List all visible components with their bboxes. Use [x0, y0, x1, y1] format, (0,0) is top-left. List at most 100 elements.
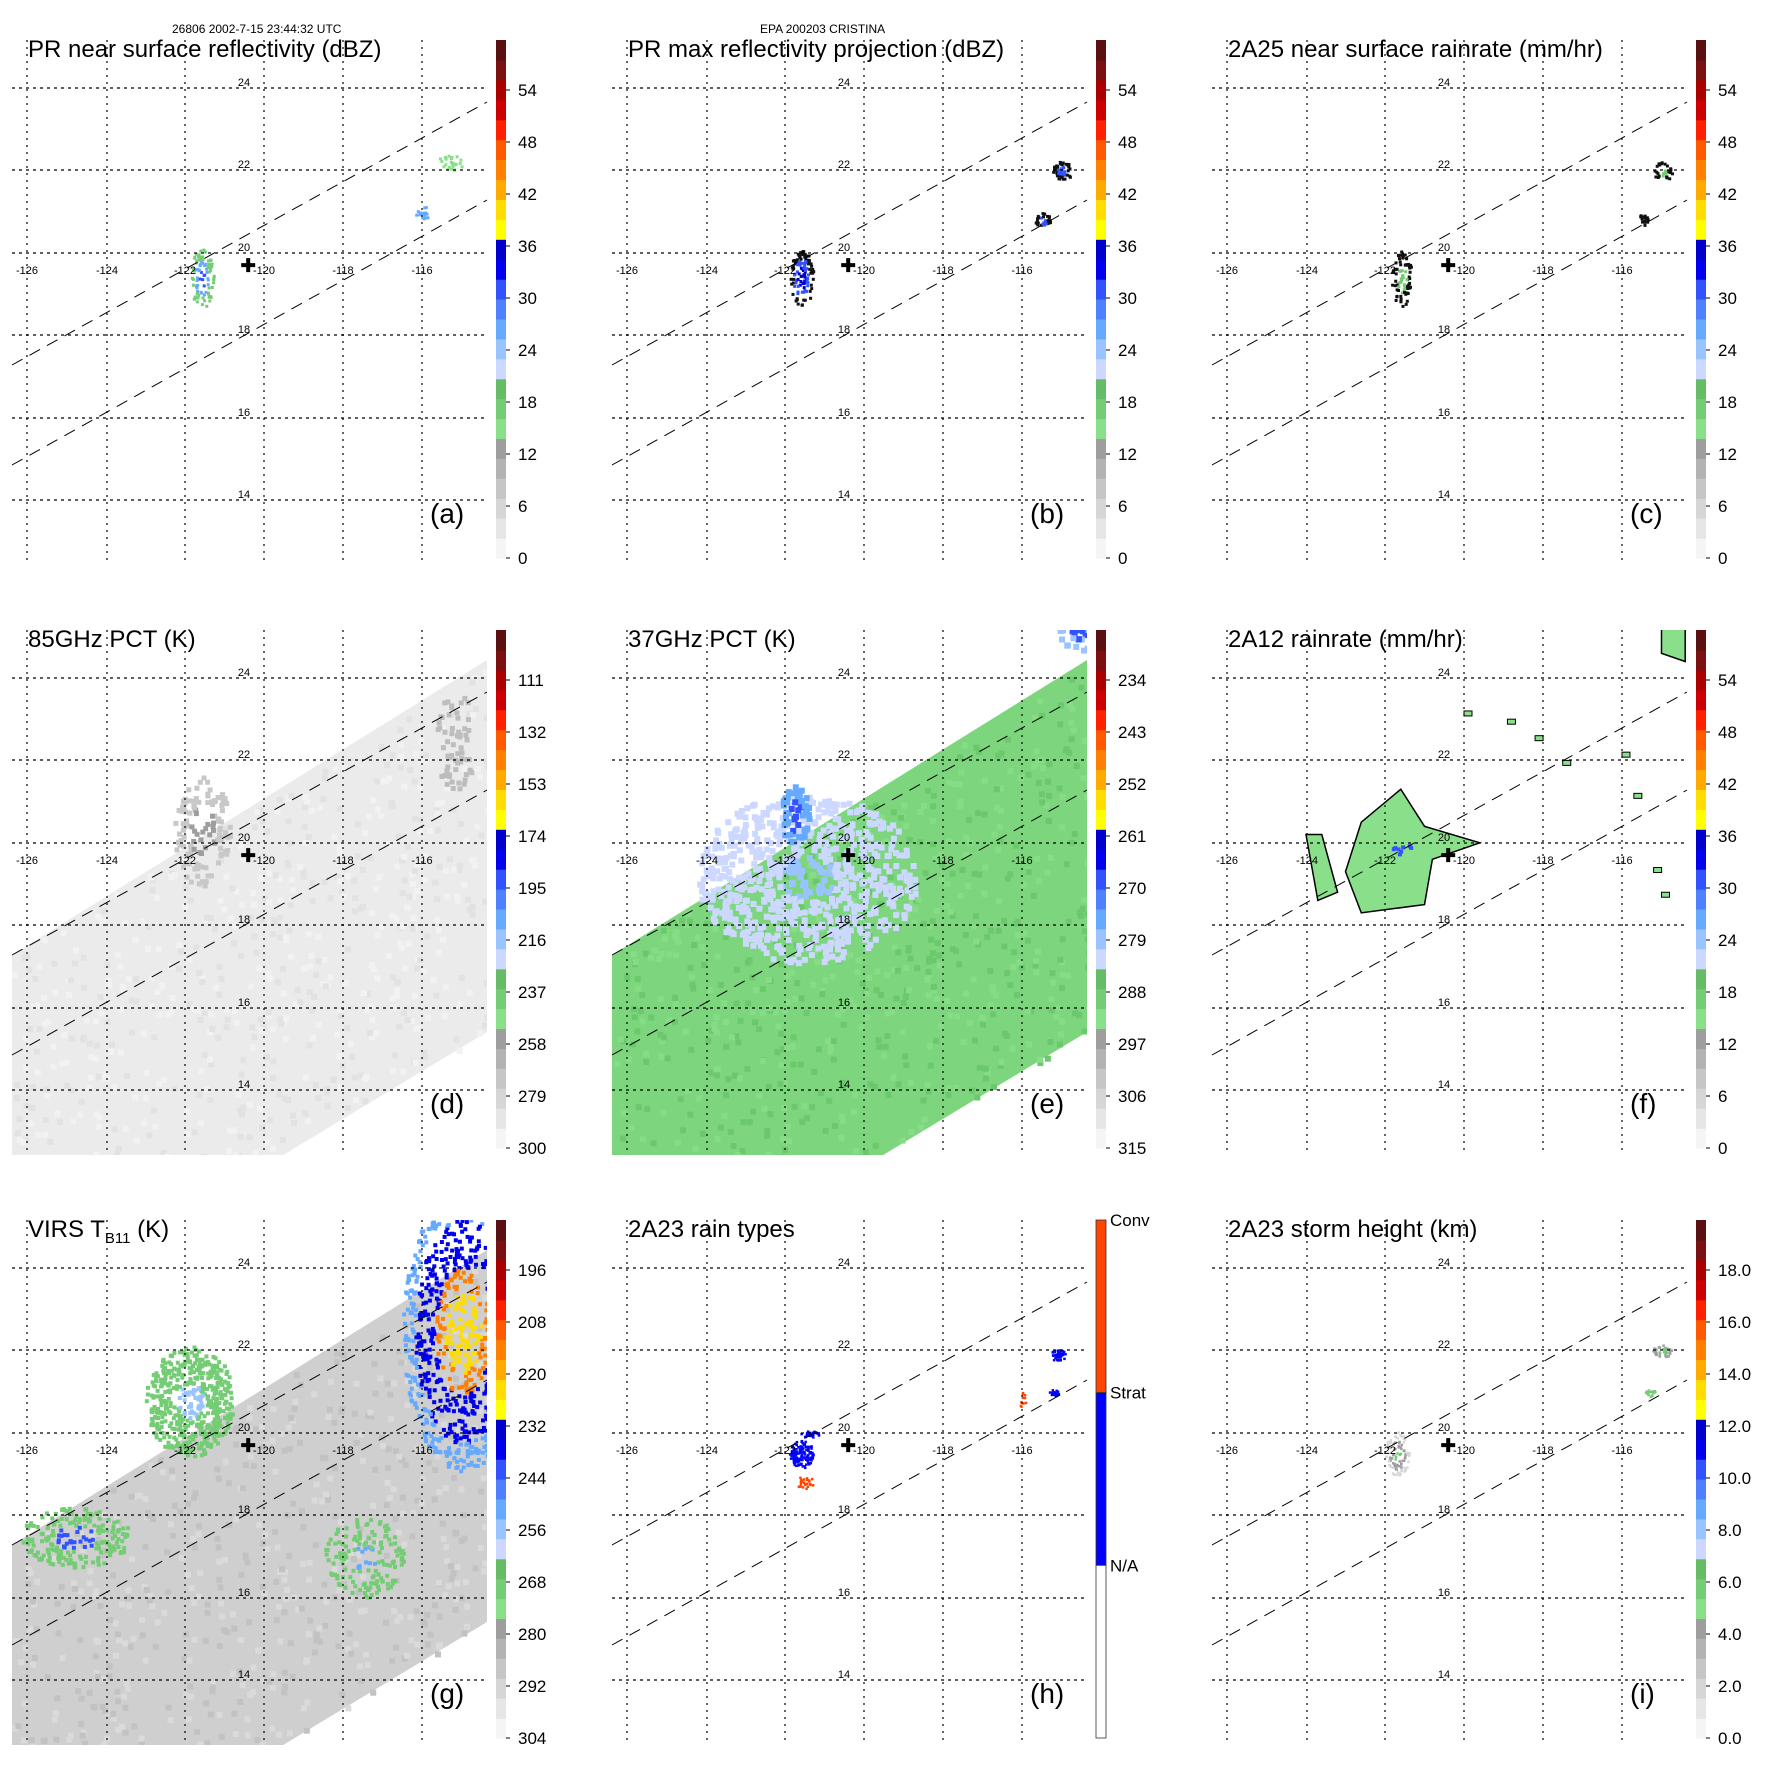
- swath-pixel: [191, 1600, 197, 1606]
- echo-pixel: [801, 291, 804, 294]
- rain-pixel: [1408, 267, 1411, 270]
- cloud-pixel: [515, 1385, 519, 1389]
- cloud-pixel: [409, 1289, 413, 1293]
- cloud-pixel: [492, 1331, 496, 1335]
- swath-pixel: [15, 1723, 21, 1729]
- swath-pixel: [780, 1159, 786, 1165]
- swath-pixel: [760, 1010, 766, 1016]
- colorbar-segment: [496, 929, 506, 950]
- cloud-pixel: [440, 1409, 444, 1413]
- swath-pixel: [1007, 982, 1013, 988]
- colorbar-tick-label: 48: [1718, 723, 1737, 742]
- swath-pixel: [441, 1536, 447, 1542]
- swath-pixel: [1076, 1012, 1082, 1018]
- cloud-pixel: [172, 1373, 176, 1377]
- swath-pixel: [723, 1092, 729, 1098]
- depressed-pixel: [812, 821, 818, 827]
- cloud-pixel: [471, 1327, 475, 1331]
- map-f: -126-124-122-120-118-1162422201816145448…: [1200, 620, 1771, 1200]
- swath-pixel: [98, 994, 104, 1000]
- swath-pixel: [115, 952, 121, 958]
- colorbar-tick-label: 24: [1118, 341, 1137, 360]
- panel-title-text: 37GHz PCT (K): [628, 626, 796, 653]
- cloud-pixel: [226, 1414, 230, 1418]
- cold-pixel: [454, 710, 459, 715]
- depressed-pixel: [815, 946, 821, 952]
- swath-pixel: [1064, 861, 1070, 867]
- cloud-pixel: [411, 1328, 415, 1332]
- swath-pixel: [216, 992, 222, 998]
- swath-pixel: [994, 805, 1000, 811]
- swath-pixel: [455, 899, 461, 905]
- cloud-pixel: [413, 1272, 417, 1276]
- swath-pixel: [35, 1069, 41, 1075]
- cloud-pixel: [153, 1384, 157, 1388]
- cloud-pixel: [448, 1427, 452, 1431]
- swath-pixel: [944, 903, 950, 909]
- cloud-pixel: [193, 1361, 197, 1365]
- swath-pixel: [185, 1501, 191, 1507]
- swath-pixel: [444, 893, 450, 899]
- cloud-pixel: [444, 1345, 448, 1349]
- cold-pixel: [441, 745, 446, 750]
- swath-pixel: [752, 1019, 758, 1025]
- cloud-pixel: [473, 1249, 477, 1253]
- swath-pixel: [811, 1158, 817, 1164]
- cloud-pixel: [178, 1396, 182, 1400]
- swath-pixel: [288, 1640, 294, 1646]
- colorbar-tick-label: 0: [1718, 1139, 1727, 1158]
- cloud-pixel: [472, 1394, 476, 1398]
- echo-pixel: [801, 253, 804, 256]
- swath-pixel: [317, 1626, 323, 1632]
- cloud-pixel: [409, 1310, 413, 1314]
- colorbar-tick-label: 300: [518, 1139, 546, 1158]
- colorbar-segment: [1096, 1029, 1106, 1050]
- cold-pixel: [451, 786, 456, 791]
- depressed-pixel: [855, 808, 861, 814]
- swath-pixel: [997, 824, 1003, 830]
- swath-pixel: [1033, 958, 1039, 964]
- depressed-pixel: [715, 828, 721, 834]
- swath-pixel: [110, 1711, 116, 1717]
- cloud-pixel: [438, 1323, 442, 1327]
- cloud-pixel: [145, 1399, 149, 1403]
- echo-pixel: [417, 210, 420, 213]
- colorbar-segment: [1096, 1108, 1106, 1129]
- swath-pixel: [931, 793, 937, 799]
- echo-pixel: [440, 160, 443, 163]
- swath-pixel: [216, 1577, 222, 1583]
- colorbar-segment: [1696, 518, 1706, 539]
- lat-label: 18: [838, 324, 850, 336]
- depressed-pixel: [717, 876, 723, 882]
- cloud-pixel: [426, 1313, 430, 1317]
- colorbar-segment: [1096, 219, 1106, 240]
- swath-pixel: [331, 1077, 337, 1083]
- depressed-pixel: [752, 802, 758, 808]
- cloud-pixel: [470, 1367, 474, 1371]
- swath-pixel: [432, 1602, 438, 1608]
- swath-pixel: [431, 977, 437, 983]
- depressed-pixel: [818, 869, 824, 875]
- cloud-pixel: [163, 1366, 167, 1370]
- swath-pixel: [217, 1712, 223, 1718]
- cloud-pixel: [146, 1386, 150, 1390]
- swath-pixel: [667, 951, 673, 957]
- swath-pixel: [966, 817, 972, 823]
- colorbar-segment: [496, 478, 506, 499]
- colorbar-tick-label: 252: [1118, 775, 1146, 794]
- swath-pixel: [913, 907, 919, 913]
- echo-pixel: [211, 286, 214, 289]
- colorbar-segment: [1096, 458, 1106, 479]
- swath-pixel: [461, 1631, 467, 1637]
- swath-pixel: [250, 1045, 256, 1051]
- depressed-pixel: [1089, 637, 1095, 643]
- swath-pixel: [1033, 749, 1039, 755]
- lat-label: 24: [238, 77, 250, 89]
- panel-title-text: 85GHz PCT (K): [28, 626, 196, 653]
- cloud-pixel: [439, 1399, 443, 1403]
- swath-pixel: [956, 961, 962, 967]
- swath-pixel: [252, 824, 258, 830]
- depressed-pixel: [868, 811, 874, 817]
- depressed-pixel: [1089, 633, 1095, 639]
- swath-pixel: [945, 881, 951, 887]
